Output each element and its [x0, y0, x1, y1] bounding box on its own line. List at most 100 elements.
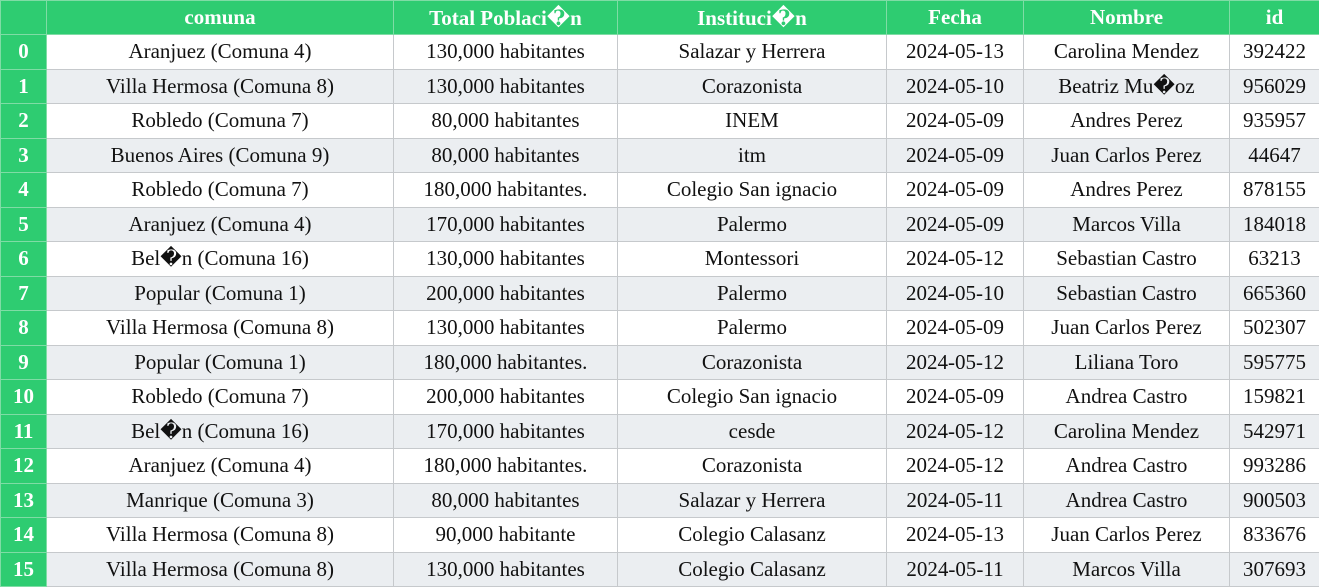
- column-header-nombre: Nombre: [1023, 0, 1230, 35]
- cell-total-poblacion: 180,000 habitantes.: [393, 172, 618, 208]
- cell-comuna: Buenos Aires (Comuna 9): [46, 137, 394, 173]
- table-row: 7 Popular (Comuna 1) 200,000 habitantes Pal…: [0, 275, 1319, 311]
- table-body: 0 Aranjuez (Comuna 4) 130,000 habitantes Sa…: [0, 34, 1319, 587]
- table-header: comuna Total Poblaci�n Instituci�n Fecha…: [0, 0, 1319, 35]
- cell-total-poblacion: 180,000 habitantes.: [393, 344, 618, 380]
- cell-total-poblacion: 170,000 habitantes: [393, 413, 618, 449]
- cell-id: 44647: [1229, 137, 1319, 173]
- cell-comuna: Popular (Comuna 1): [46, 275, 394, 311]
- cell-id: 833676: [1229, 517, 1319, 553]
- cell-institucion: Corazonista: [617, 344, 887, 380]
- cell-institucion: Salazar y Herrera: [617, 34, 887, 70]
- cell-comuna: Villa Hermosa (Comuna 8): [46, 517, 394, 553]
- table-row: 11 Bel�n (Comuna 16) 170,000 habitantes ces…: [0, 413, 1319, 449]
- cell-institucion: Colegio San ignacio: [617, 379, 887, 415]
- row-index: 11: [0, 413, 47, 449]
- cell-id: 392422: [1229, 34, 1319, 70]
- cell-total-poblacion: 170,000 habitantes: [393, 206, 618, 242]
- cell-institucion: Salazar y Herrera: [617, 482, 887, 518]
- row-index: 14: [0, 517, 47, 553]
- cell-nombre: Marcos Villa: [1023, 206, 1230, 242]
- row-index: 7: [0, 275, 47, 311]
- cell-institucion: itm: [617, 137, 887, 173]
- table-row: 5 Aranjuez (Comuna 4) 170,000 habitantes Pa…: [0, 206, 1319, 242]
- cell-nombre: Carolina Mendez: [1023, 34, 1230, 70]
- cell-total-poblacion: 80,000 habitantes: [393, 482, 618, 518]
- row-index: 10: [0, 379, 47, 415]
- cell-comuna: Villa Hermosa (Comuna 8): [46, 310, 394, 346]
- cell-id: 956029: [1229, 68, 1319, 104]
- cell-comuna: Aranjuez (Comuna 4): [46, 34, 394, 70]
- cell-comuna: Aranjuez (Comuna 4): [46, 448, 394, 484]
- row-index: 4: [0, 172, 47, 208]
- cell-fecha: 2024-05-10: [886, 275, 1024, 311]
- cell-fecha: 2024-05-11: [886, 551, 1024, 587]
- row-index: 6: [0, 241, 47, 277]
- table-row: 9 Popular (Comuna 1) 180,000 habitantes. Co…: [0, 344, 1319, 380]
- cell-total-poblacion: 180,000 habitantes.: [393, 448, 618, 484]
- cell-fecha: 2024-05-12: [886, 413, 1024, 449]
- column-header-total-poblacion: Total Poblaci�n: [393, 0, 618, 35]
- cell-institucion: INEM: [617, 103, 887, 139]
- cell-fecha: 2024-05-09: [886, 103, 1024, 139]
- cell-nombre: Andres Perez: [1023, 103, 1230, 139]
- cell-fecha: 2024-05-12: [886, 448, 1024, 484]
- cell-nombre: Andrea Castro: [1023, 379, 1230, 415]
- table-row: 0 Aranjuez (Comuna 4) 130,000 habitantes Sa…: [0, 34, 1319, 70]
- cell-nombre: Beatriz Mu�oz: [1023, 68, 1230, 104]
- cell-institucion: Palermo: [617, 275, 887, 311]
- cell-comuna: Villa Hermosa (Comuna 8): [46, 551, 394, 587]
- cell-fecha: 2024-05-09: [886, 172, 1024, 208]
- cell-id: 63213: [1229, 241, 1319, 277]
- cell-total-poblacion: 200,000 habitantes: [393, 275, 618, 311]
- cell-comuna: Bel�n (Comuna 16): [46, 241, 394, 277]
- header-row: comuna Total Poblaci�n Instituci�n Fecha…: [0, 0, 1319, 35]
- column-header-fecha: Fecha: [886, 0, 1024, 35]
- cell-fecha: 2024-05-10: [886, 68, 1024, 104]
- cell-nombre: Sebastian Castro: [1023, 275, 1230, 311]
- cell-id: 900503: [1229, 482, 1319, 518]
- cell-id: 935957: [1229, 103, 1319, 139]
- cell-fecha: 2024-05-12: [886, 241, 1024, 277]
- cell-total-poblacion: 130,000 habitantes: [393, 310, 618, 346]
- cell-nombre: Carolina Mendez: [1023, 413, 1230, 449]
- cell-comuna: Robledo (Comuna 7): [46, 103, 394, 139]
- cell-total-poblacion: 90,000 habitante: [393, 517, 618, 553]
- cell-comuna: Robledo (Comuna 7): [46, 172, 394, 208]
- cell-id: 502307: [1229, 310, 1319, 346]
- row-index: 12: [0, 448, 47, 484]
- cell-total-poblacion: 80,000 habitantes: [393, 103, 618, 139]
- cell-total-poblacion: 200,000 habitantes: [393, 379, 618, 415]
- cell-institucion: cesde: [617, 413, 887, 449]
- cell-total-poblacion: 130,000 habitantes: [393, 68, 618, 104]
- table-row: 10 Robledo (Comuna 7) 200,000 habitantes Co…: [0, 379, 1319, 415]
- cell-comuna: Popular (Comuna 1): [46, 344, 394, 380]
- cell-comuna: Villa Hermosa (Comuna 8): [46, 68, 394, 104]
- cell-fecha: 2024-05-09: [886, 206, 1024, 242]
- column-header-id: id: [1229, 0, 1319, 35]
- cell-institucion: Corazonista: [617, 68, 887, 104]
- table-row: 14 Villa Hermosa (Comuna 8) 90,000 habitan…: [0, 517, 1319, 553]
- table-row: 12 Aranjuez (Comuna 4) 180,000 habitantes.…: [0, 448, 1319, 484]
- cell-fecha: 2024-05-13: [886, 517, 1024, 553]
- cell-nombre: Juan Carlos Perez: [1023, 137, 1230, 173]
- row-index: 9: [0, 344, 47, 380]
- cell-comuna: Aranjuez (Comuna 4): [46, 206, 394, 242]
- cell-id: 878155: [1229, 172, 1319, 208]
- column-header-comuna: comuna: [46, 0, 394, 35]
- cell-nombre: Andrea Castro: [1023, 448, 1230, 484]
- table-row: 4 Robledo (Comuna 7) 180,000 habitantes. Co…: [0, 172, 1319, 208]
- cell-institucion: Corazonista: [617, 448, 887, 484]
- table-row: 3 Buenos Aires (Comuna 9) 80,000 habitante…: [0, 137, 1319, 173]
- cell-total-poblacion: 130,000 habitantes: [393, 241, 618, 277]
- cell-id: 595775: [1229, 344, 1319, 380]
- cell-comuna: Manrique (Comuna 3): [46, 482, 394, 518]
- cell-fecha: 2024-05-13: [886, 34, 1024, 70]
- row-index: 3: [0, 137, 47, 173]
- cell-nombre: Liliana Toro: [1023, 344, 1230, 380]
- cell-fecha: 2024-05-09: [886, 137, 1024, 173]
- column-header-index: [0, 0, 47, 35]
- cell-id: 993286: [1229, 448, 1319, 484]
- cell-nombre: Sebastian Castro: [1023, 241, 1230, 277]
